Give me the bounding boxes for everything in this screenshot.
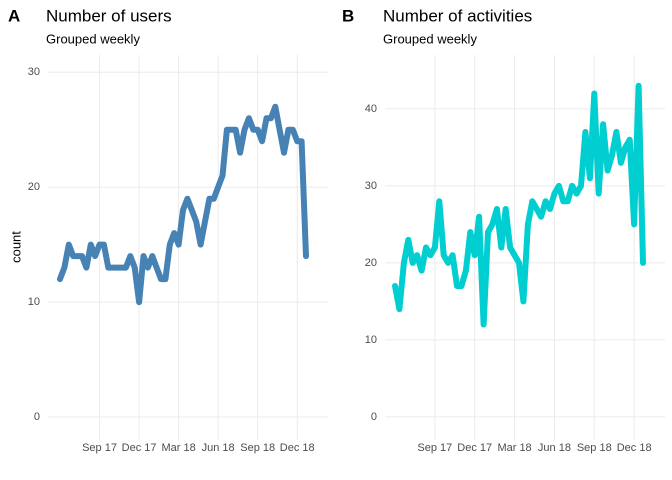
y-tick-label: 20 xyxy=(28,181,40,193)
x-tick-label: Sep 18 xyxy=(577,442,612,454)
x-tick-label: Jun 18 xyxy=(538,442,571,454)
chart-subtitle: Grouped weekly xyxy=(383,31,477,46)
x-tick-label: Jun 18 xyxy=(202,442,235,454)
chart-subtitle: Grouped weekly xyxy=(46,31,140,46)
y-tick-label: 0 xyxy=(371,411,377,423)
line xyxy=(57,103,309,306)
y-axis-label: count xyxy=(8,231,23,263)
x-tick-label: Mar 18 xyxy=(497,442,531,454)
y-tick-label: 10 xyxy=(365,334,377,346)
y-tick-label: 0 xyxy=(34,411,40,423)
x-tick-label: Sep 18 xyxy=(240,442,275,454)
line xyxy=(392,82,646,328)
x-tick-label: Dec 18 xyxy=(617,442,652,454)
x-tick-label: Dec 17 xyxy=(122,442,157,454)
x-tick-label: Mar 18 xyxy=(161,442,195,454)
y-tick-label: 10 xyxy=(28,296,40,308)
x-tick-label: Dec 17 xyxy=(457,442,492,454)
y-tick-label: 20 xyxy=(365,257,377,269)
chart-title: Number of activities xyxy=(383,6,532,25)
panel-label: A xyxy=(8,6,20,25)
y-tick-label: 30 xyxy=(28,66,40,78)
x-tick-label: Dec 18 xyxy=(280,442,315,454)
y-tick-label: 40 xyxy=(365,103,377,115)
panel-label: B xyxy=(342,6,354,25)
y-tick-label: 30 xyxy=(365,180,377,192)
x-tick-label: Sep 17 xyxy=(417,442,452,454)
x-tick-label: Sep 17 xyxy=(82,442,117,454)
chart-title: Number of users xyxy=(46,6,172,25)
